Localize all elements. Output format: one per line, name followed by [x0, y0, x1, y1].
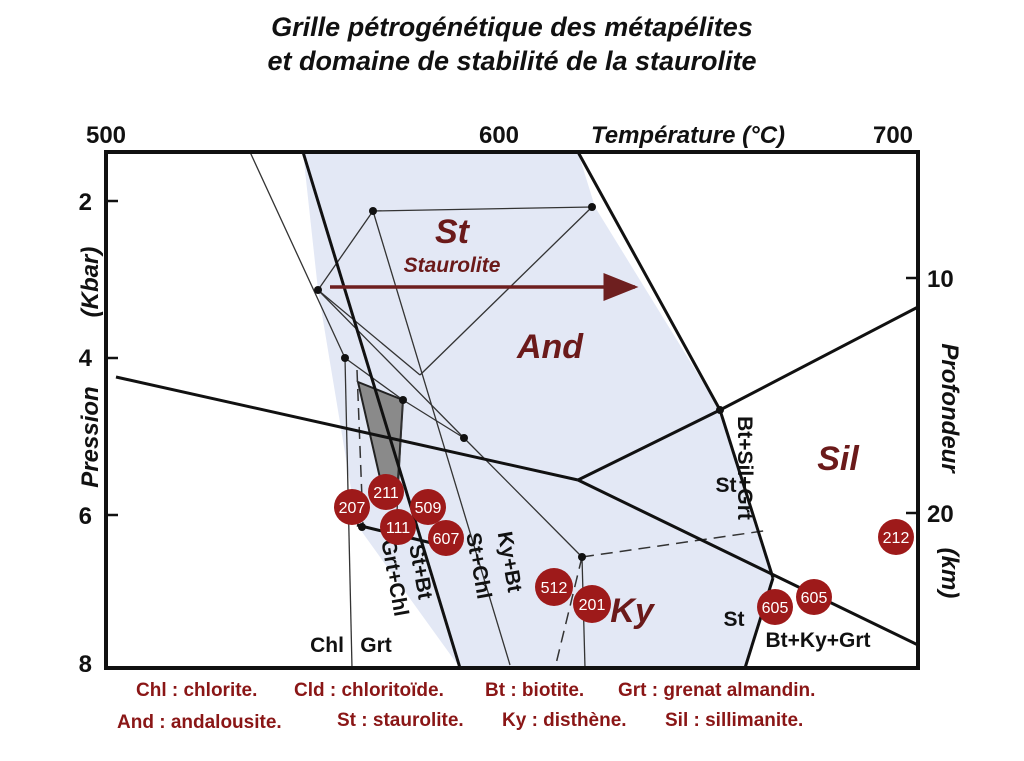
- legend-chl: Chl : chlorite.: [136, 680, 258, 701]
- title-line-2: et domaine de stabilité de la staurolite: [267, 46, 757, 76]
- legend-sil: Sil : sillimanite.: [665, 710, 804, 731]
- svg-text:212: 212: [883, 530, 910, 547]
- temperature-axis-label: Température (°C): [591, 122, 785, 149]
- pressure-unit-label: (Kbar): [77, 247, 104, 318]
- svg-text:207: 207: [339, 500, 366, 517]
- field-label-staurolite: Staurolite: [404, 254, 501, 277]
- field-label-and: And: [516, 328, 584, 366]
- svg-text:512: 512: [541, 580, 568, 597]
- sample-607: 607: [428, 520, 464, 556]
- reaction-label-grt: Grt: [360, 634, 392, 657]
- depth-tick-20: 20: [927, 501, 954, 528]
- depth-tick-10: 10: [927, 266, 954, 293]
- sample-212: 212: [878, 519, 914, 555]
- svg-text:111: 111: [386, 520, 410, 537]
- reaction-label-bt-ky-grt: Bt+Ky+Grt: [765, 629, 870, 652]
- legend-st: St : staurolite.: [337, 710, 464, 731]
- field-label-sil: Sil: [817, 440, 860, 478]
- sample-111: 111: [380, 509, 416, 545]
- legend-bt: Bt : biotite.: [485, 680, 585, 701]
- temp-tick-500: 500: [86, 122, 126, 149]
- pressure-axis-label: Pression: [77, 386, 104, 487]
- invariant-points: [314, 203, 724, 561]
- plot-frame: [104, 150, 920, 670]
- sample-211: 211: [368, 474, 404, 510]
- pressure-tick-6: 6: [79, 503, 92, 530]
- svg-text:605: 605: [762, 600, 789, 617]
- depth-unit-label: (km): [936, 548, 963, 599]
- svg-text:605: 605: [801, 590, 828, 607]
- field-label-st: St: [435, 213, 471, 251]
- sample-512: 512: [535, 568, 573, 606]
- sample-207: 207: [334, 489, 370, 525]
- legend-grt: Grt : grenat almandin.: [618, 680, 816, 701]
- pressure-tick-8: 8: [79, 651, 92, 678]
- svg-text:509: 509: [415, 500, 442, 517]
- reaction-label-bt-sil-grt: Bt+Sil+Grt: [733, 416, 756, 520]
- reaction-label-chl: Chl: [310, 634, 344, 657]
- svg-text:201: 201: [579, 597, 606, 614]
- pressure-tick-2: 2: [79, 189, 92, 216]
- sample-201: 201: [573, 585, 611, 623]
- sample-605-left: 605: [757, 589, 793, 625]
- axis-ticks: [106, 199, 918, 517]
- legend-cld: Cld : chloritoïde.: [294, 680, 444, 701]
- field-label-ky: Ky: [610, 592, 656, 630]
- pressure-tick-4: 4: [79, 345, 93, 372]
- sample-605-right: 605: [796, 579, 832, 615]
- temp-tick-600: 600: [479, 122, 519, 149]
- reaction-label-st-right: St: [716, 474, 737, 497]
- reaction-label-st-bottom: St: [724, 608, 745, 631]
- depth-axis-label: Profondeur: [936, 343, 963, 474]
- title-line-1: Grille pétrogénétique des métapélites: [271, 12, 753, 42]
- svg-text:211: 211: [373, 485, 399, 502]
- temp-tick-700: 700: [873, 122, 913, 149]
- sample-509: 509: [410, 489, 446, 525]
- legend-ky: Ky : disthène.: [502, 710, 627, 731]
- legend-and: And : andalousite.: [117, 712, 282, 733]
- dashed-lines: [356, 369, 771, 669]
- svg-text:607: 607: [433, 531, 460, 548]
- main-reaction-lines: [115, 151, 919, 669]
